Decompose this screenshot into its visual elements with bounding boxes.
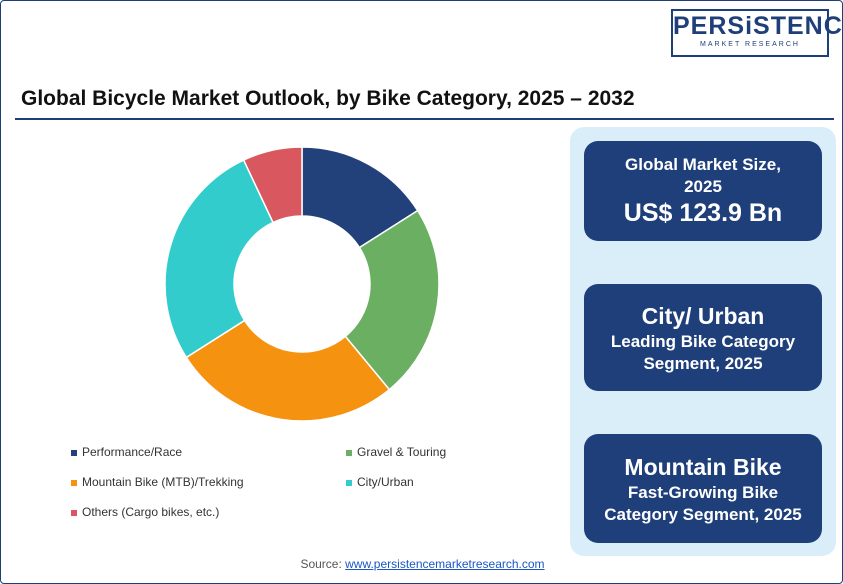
slice — [185, 319, 391, 422]
legend-item: Others (Cargo bikes, etc.) — [71, 505, 219, 519]
slice — [344, 209, 440, 391]
legend-label: City/Urban — [357, 475, 414, 489]
box-heading: City/ Urban — [641, 302, 765, 329]
legend-swatch — [71, 479, 77, 486]
legend-swatch — [346, 449, 352, 456]
source-label: Source: — [300, 557, 342, 571]
summary-panel: Global Market Size, 2025 US$ 123.9 Bn Ci… — [570, 127, 836, 556]
legend-swatch — [71, 509, 77, 516]
box-caption: Fast-Growing Bike Category Segment, 2025 — [604, 482, 802, 524]
title-rule — [15, 118, 834, 120]
chart-title: Global Bicycle Market Outlook, by Bike C… — [21, 87, 635, 110]
legend-swatch — [346, 479, 352, 486]
legend-item: Gravel & Touring — [346, 445, 446, 459]
legend-item: City/Urban — [346, 475, 414, 489]
leading-box: City/ Urban Leading Bike Category Segmen… — [584, 284, 822, 391]
box-value: US$ 123.9 Bn — [623, 199, 783, 227]
logo-text: PERSiSTENCE — [673, 12, 843, 40]
legend-label: Gravel & Touring — [357, 445, 447, 459]
legend-label: Mountain Bike (MTB)/Trekking — [82, 475, 244, 489]
box-caption: Leading Bike Category Segment, 2025 — [610, 331, 796, 373]
legend-item: Performance/Race — [71, 445, 182, 459]
fast-growing-box: Mountain Bike Fast-Growing Bike Category… — [584, 434, 822, 543]
legend-label: Others (Cargo bikes, etc.) — [82, 505, 220, 519]
legend-swatch — [71, 449, 77, 456]
market-size-box: Global Market Size, 2025 US$ 123.9 Bn — [584, 141, 822, 241]
source: Source: www.persistencemarketresearch.co… — [1, 557, 842, 571]
legend-label: Performance/Race — [82, 445, 183, 459]
logo: PERSiSTENCE MARKET RESEARCH — [671, 9, 843, 57]
logo-sub: MARKET RESEARCH — [700, 41, 800, 48]
source-link[interactable]: www.persistencemarketresearch.com — [345, 557, 545, 571]
box-caption: Global Market Size, 2025 — [625, 155, 781, 196]
donut-chart — [164, 146, 440, 422]
slice — [164, 159, 275, 359]
legend-item: Mountain Bike (MTB)/Trekking — [71, 475, 244, 489]
slice — [242, 146, 303, 224]
box-heading: Mountain Bike — [624, 453, 782, 480]
slice — [301, 146, 419, 249]
